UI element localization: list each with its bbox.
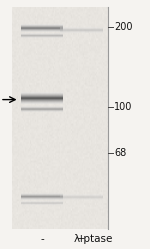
Text: -: -	[40, 234, 44, 244]
Text: 100: 100	[114, 102, 132, 112]
Text: +: +	[77, 234, 85, 244]
Text: λ ptase: λ ptase	[74, 234, 112, 244]
Bar	[12, 7, 108, 229]
Text: 200: 200	[114, 22, 132, 32]
Text: 68: 68	[114, 148, 126, 158]
